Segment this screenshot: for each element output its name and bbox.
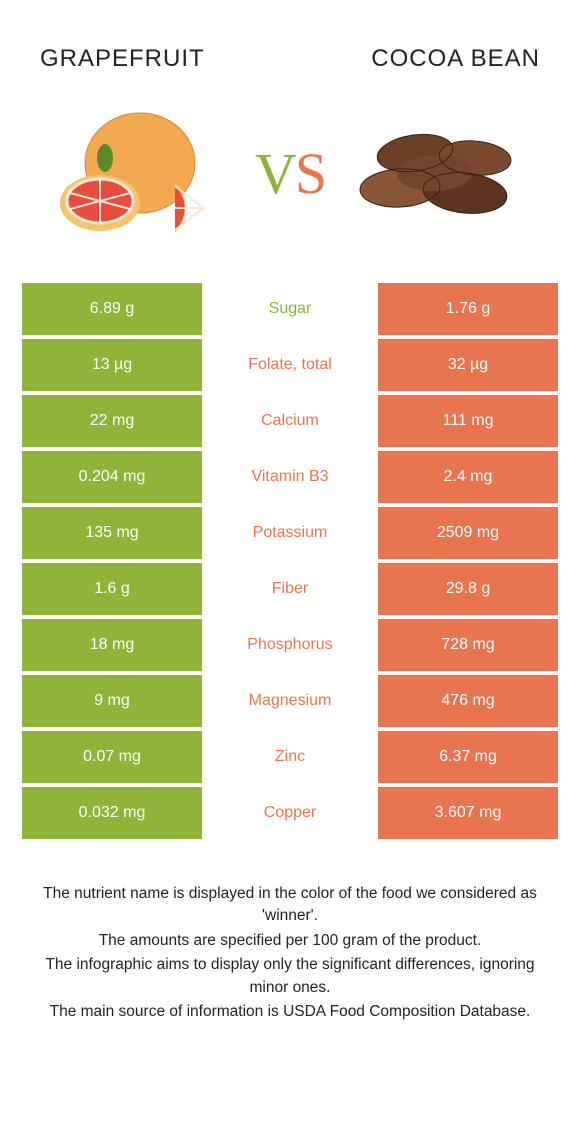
- note-line: The nutrient name is displayed in the co…: [30, 883, 550, 928]
- right-value-cell: 2509 mg: [378, 507, 558, 559]
- left-value-cell: 0.204 mg: [22, 451, 202, 503]
- note-line: The amounts are specified per 100 gram o…: [30, 930, 550, 952]
- nutrient-label: Folate, total: [202, 339, 378, 391]
- nutrient-row: 0.204 mgVitamin B32.4 mg: [22, 451, 558, 503]
- nutrient-label: Calcium: [202, 395, 378, 447]
- nutrient-label: Potassium: [202, 507, 378, 559]
- footer-notes: The nutrient name is displayed in the co…: [0, 843, 580, 1024]
- right-food-title: COCOA BEAN: [371, 45, 540, 73]
- nutrient-row: 18 mgPhosphorus728 mg: [22, 619, 558, 671]
- left-value-cell: 6.89 g: [22, 283, 202, 335]
- left-value-cell: 18 mg: [22, 619, 202, 671]
- left-value-cell: 9 mg: [22, 675, 202, 727]
- nutrient-row: 6.89 gSugar1.76 g: [22, 283, 558, 335]
- left-value-cell: 13 µg: [22, 339, 202, 391]
- right-value-cell: 29.8 g: [378, 563, 558, 615]
- nutrient-row: 22 mgCalcium111 mg: [22, 395, 558, 447]
- grapefruit-image: [40, 103, 240, 243]
- nutrient-label: Copper: [202, 787, 378, 839]
- note-line: The main source of information is USDA F…: [30, 1001, 550, 1023]
- nutrient-row: 13 µgFolate, total32 µg: [22, 339, 558, 391]
- nutrient-label: Sugar: [202, 283, 378, 335]
- right-value-cell: 728 mg: [378, 619, 558, 671]
- note-line: The infographic aims to display only the…: [30, 954, 550, 999]
- nutrient-row: 9 mgMagnesium476 mg: [22, 675, 558, 727]
- nutrient-label: Zinc: [202, 731, 378, 783]
- nutrient-label: Fiber: [202, 563, 378, 615]
- left-value-cell: 0.07 mg: [22, 731, 202, 783]
- right-value-cell: 6.37 mg: [378, 731, 558, 783]
- left-food-title: GRAPEFRUIT: [40, 45, 205, 73]
- nutrient-row: 135 mgPotassium2509 mg: [22, 507, 558, 559]
- left-value-cell: 22 mg: [22, 395, 202, 447]
- right-value-cell: 1.76 g: [378, 283, 558, 335]
- cocoa-bean-image: [340, 103, 540, 243]
- nutrient-label: Phosphorus: [202, 619, 378, 671]
- right-value-cell: 3.607 mg: [378, 787, 558, 839]
- right-value-cell: 2.4 mg: [378, 451, 558, 503]
- right-value-cell: 476 mg: [378, 675, 558, 727]
- nutrient-row: 1.6 gFiber29.8 g: [22, 563, 558, 615]
- nutrient-label: Vitamin B3: [202, 451, 378, 503]
- vs-s-letter: S: [295, 141, 325, 206]
- nutrient-table: 6.89 gSugar1.76 g13 µgFolate, total32 µg…: [0, 283, 580, 839]
- right-value-cell: 32 µg: [378, 339, 558, 391]
- left-value-cell: 135 mg: [22, 507, 202, 559]
- left-value-cell: 1.6 g: [22, 563, 202, 615]
- nutrient-row: 0.07 mgZinc6.37 mg: [22, 731, 558, 783]
- vs-label: VS: [255, 140, 325, 207]
- vs-v-letter: V: [255, 141, 295, 206]
- right-value-cell: 111 mg: [378, 395, 558, 447]
- nutrient-row: 0.032 mgCopper3.607 mg: [22, 787, 558, 839]
- left-value-cell: 0.032 mg: [22, 787, 202, 839]
- nutrient-label: Magnesium: [202, 675, 378, 727]
